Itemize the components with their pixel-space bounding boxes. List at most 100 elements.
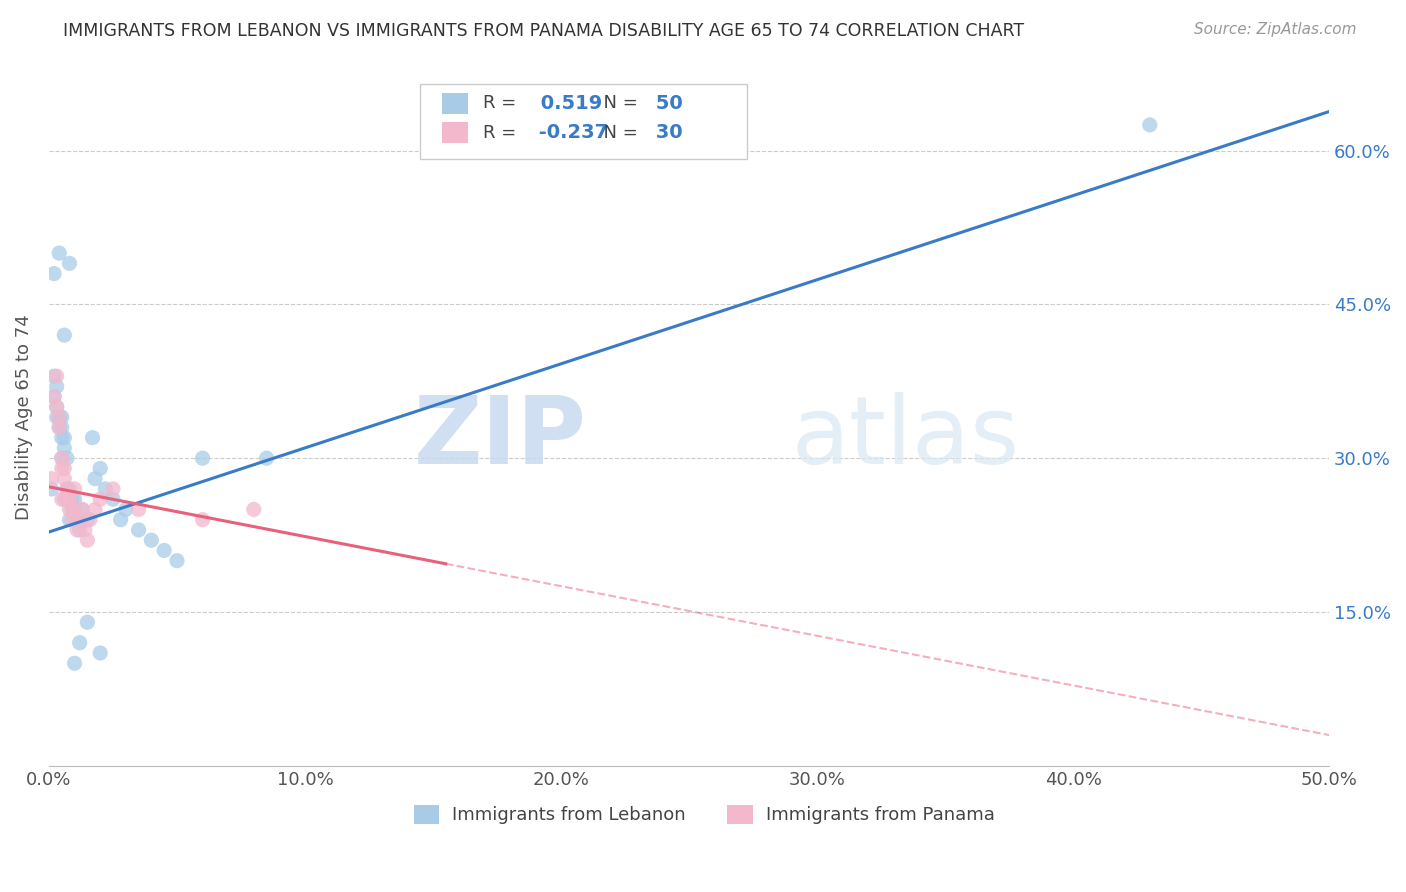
Point <box>56 482 79 496</box>
Point <box>66 523 89 537</box>
Text: ZIP: ZIP <box>413 392 586 484</box>
Y-axis label: Disability Age 65 to 74: Disability Age 65 to 74 <box>15 314 32 520</box>
Point <box>242 502 264 516</box>
Point <box>89 492 111 507</box>
Point <box>58 502 80 516</box>
FancyBboxPatch shape <box>413 805 440 824</box>
Point <box>110 513 132 527</box>
Text: Immigrants from Lebanon: Immigrants from Lebanon <box>453 805 686 823</box>
Point <box>73 523 96 537</box>
Point <box>166 554 188 568</box>
Point <box>42 390 65 404</box>
Point <box>63 502 86 516</box>
Point <box>56 482 79 496</box>
Point <box>53 492 76 507</box>
Point <box>128 502 150 516</box>
Point <box>101 482 124 496</box>
Point <box>69 636 91 650</box>
Text: 30: 30 <box>650 123 683 142</box>
Point <box>191 513 214 527</box>
Text: Immigrants from Panama: Immigrants from Panama <box>766 805 994 823</box>
Point <box>72 502 94 516</box>
Text: 50: 50 <box>650 94 683 113</box>
Point <box>58 482 80 496</box>
Point <box>51 420 73 434</box>
Point <box>45 369 67 384</box>
Text: IMMIGRANTS FROM LEBANON VS IMMIGRANTS FROM PANAMA DISABILITY AGE 65 TO 74 CORREL: IMMIGRANTS FROM LEBANON VS IMMIGRANTS FR… <box>63 22 1025 40</box>
FancyBboxPatch shape <box>727 805 754 824</box>
Point <box>114 502 136 516</box>
Point <box>56 492 79 507</box>
Point <box>60 502 83 516</box>
Point <box>45 410 67 425</box>
Point <box>45 379 67 393</box>
Text: Source: ZipAtlas.com: Source: ZipAtlas.com <box>1194 22 1357 37</box>
Point <box>41 482 63 496</box>
Point <box>63 482 86 496</box>
Point <box>60 492 83 507</box>
Point <box>48 246 70 260</box>
FancyBboxPatch shape <box>441 93 468 114</box>
Point <box>84 472 107 486</box>
Point <box>51 410 73 425</box>
Point <box>58 492 80 507</box>
Point <box>56 451 79 466</box>
Point <box>191 451 214 466</box>
Point <box>1139 118 1161 132</box>
Point <box>51 451 73 466</box>
Text: N =: N = <box>592 95 637 112</box>
Point <box>60 513 83 527</box>
Point <box>76 533 98 548</box>
Point <box>53 461 76 475</box>
Point <box>63 502 86 516</box>
Point <box>94 482 117 496</box>
Point <box>63 492 86 507</box>
Point <box>58 492 80 507</box>
Point <box>41 472 63 486</box>
Text: N =: N = <box>592 124 637 142</box>
Point <box>53 441 76 455</box>
Point <box>51 461 73 475</box>
Point <box>79 513 101 527</box>
FancyBboxPatch shape <box>420 84 747 159</box>
Point <box>141 533 163 548</box>
Point <box>89 461 111 475</box>
Point <box>48 420 70 434</box>
Point <box>42 267 65 281</box>
Point <box>48 410 70 425</box>
Point <box>128 523 150 537</box>
Point <box>53 328 76 343</box>
Point <box>51 492 73 507</box>
Point <box>48 420 70 434</box>
Point <box>53 472 76 486</box>
FancyBboxPatch shape <box>441 122 468 143</box>
Point <box>76 513 98 527</box>
Point <box>58 256 80 270</box>
Point <box>48 410 70 425</box>
Point <box>53 431 76 445</box>
Point <box>84 502 107 516</box>
Point <box>72 502 94 516</box>
Point <box>66 513 89 527</box>
Text: R =: R = <box>482 124 516 142</box>
Point <box>153 543 176 558</box>
Point <box>45 400 67 414</box>
Point <box>101 492 124 507</box>
Point <box>89 646 111 660</box>
Point <box>42 390 65 404</box>
Text: atlas: atlas <box>792 392 1019 484</box>
Point <box>45 400 67 414</box>
Point <box>82 431 104 445</box>
Point <box>51 451 73 466</box>
Point <box>69 523 91 537</box>
Point <box>63 657 86 671</box>
Point <box>76 615 98 630</box>
Text: R =: R = <box>482 95 516 112</box>
Text: 0.519: 0.519 <box>534 94 602 113</box>
Point <box>42 369 65 384</box>
Point <box>58 513 80 527</box>
Point <box>256 451 278 466</box>
Text: -0.237: -0.237 <box>531 123 607 142</box>
Point <box>51 431 73 445</box>
Point <box>69 513 91 527</box>
